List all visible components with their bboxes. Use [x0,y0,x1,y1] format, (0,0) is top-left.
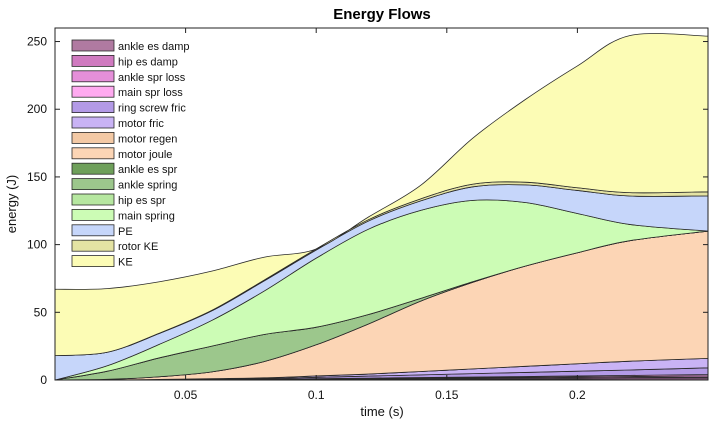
legend-swatch-main-spring [71,208,115,221]
legend-label-main-spr-loss: main spr loss [118,87,183,99]
legend-label-motor-joule: motor joule [118,149,172,161]
legend-swatch-rotor-ke [71,239,115,252]
plot-frame [54,27,709,381]
y-axis-label: energy (J) [4,175,19,234]
x-tick-label: 0.05 [174,388,198,402]
legend-swatch-ankle-spring [71,178,115,191]
legend-swatch-motor-regen [71,131,115,144]
legend-swatch-hip-es-spr [71,193,115,206]
legend-swatch-ankle-spr-loss [71,70,115,83]
y-tick-label: 200 [27,102,47,116]
y-tick-label: 250 [27,35,47,49]
y-tick-label: 0 [40,373,47,387]
legend-swatch-ankle-es-spr [71,162,115,175]
legend-label-ke: KE [118,257,133,269]
legend-swatch-ke [71,255,115,268]
legend-label-hip-es-damp: hip es damp [118,56,178,68]
legend-label-pe: PE [118,226,133,238]
legend-label-ring-screw-fric: ring screw fric [118,103,186,115]
legend-label-hip-es-spr: hip es spr [118,195,166,207]
legend: ankle es damp hip es damp ankle spr loss ma… [71,39,190,269]
x-axis-ticks: 0.05 0.1 0.15 0.2 [174,28,586,402]
legend-label-motor-fric: motor fric [118,118,164,130]
y-tick-label: 50 [34,305,48,319]
y-tick-label: 150 [27,170,47,184]
legend-label-motor-regen: motor regen [118,133,177,145]
legend-label-rotor-ke: rotor KE [118,241,158,253]
y-tick-label: 100 [27,238,47,252]
legend-label-ankle-es-spr: ankle es spr [118,164,178,176]
x-tick-label: 0.1 [308,388,325,402]
legend-swatch-motor-joule [71,147,115,160]
legend-label-ankle-spring: ankle spring [118,180,177,192]
legend-swatch-ring-screw-fric [71,101,115,113]
x-tick-label: 0.15 [435,388,459,402]
chart-title: Energy Flows [333,6,431,23]
y-axis-ticks: 0 50 100 150 200 250 [27,35,708,387]
x-axis-label: time (s) [360,404,403,419]
legend-label-main-spring: main spring [118,210,175,222]
x-tick-label: 0.2 [569,388,586,402]
legend-swatch-hip-es-damp [71,55,115,67]
legend-swatch-motor-fric [71,116,115,129]
legend-label-ankle-spr-loss: ankle spr loss [118,72,186,84]
legend-label-ankle-es-damp: ankle es damp [118,41,190,53]
legend-swatch-main-spr-loss [71,85,115,98]
legend-swatch-ankle-es-damp [71,39,115,52]
legend-swatch-pe [71,224,115,237]
